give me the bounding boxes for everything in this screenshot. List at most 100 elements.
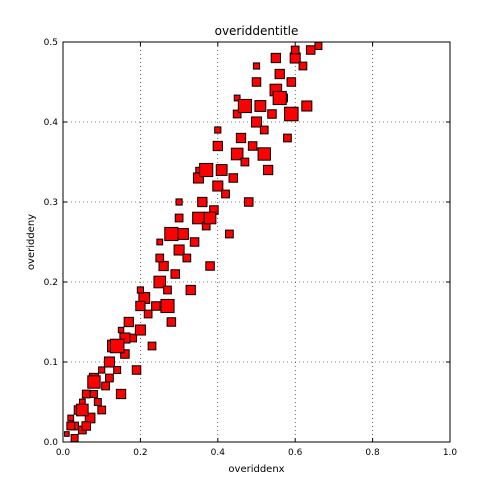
scatter-marker <box>252 62 261 70</box>
scatter-marker <box>215 164 228 176</box>
scatter-marker <box>151 301 161 311</box>
scatter-marker <box>97 405 107 415</box>
scatter-marker <box>289 52 301 64</box>
scatter-marker <box>240 157 250 167</box>
scatter-marker <box>286 77 297 87</box>
scatter-marker <box>98 366 106 374</box>
scatter-marker <box>131 365 142 375</box>
scatter-marker <box>305 45 316 55</box>
scatter-marker <box>254 100 267 112</box>
scatter-marker <box>70 434 79 442</box>
scatter-marker <box>101 381 110 391</box>
scatter-marker <box>267 109 277 119</box>
x-tick-label: 0.0 <box>56 448 71 458</box>
scatter-marker <box>143 309 153 319</box>
scatter-marker <box>244 197 254 207</box>
scatter-marker <box>270 52 281 64</box>
scatter-marker <box>136 286 144 294</box>
marker-layer <box>64 42 323 442</box>
x-tick-label: 0.2 <box>133 448 147 458</box>
scatter-marker <box>158 260 169 272</box>
scatter-marker <box>257 147 271 161</box>
scatter-marker <box>119 332 131 344</box>
x-axis-label: overiddenx <box>228 464 284 475</box>
scatter-marker <box>174 213 184 223</box>
scatter-marker <box>156 238 164 246</box>
y-tick-label: 0.3 <box>44 198 58 208</box>
x-tick-label: 1.0 <box>443 448 458 458</box>
scatter-marker <box>173 244 185 256</box>
x-tick-label: 0.4 <box>211 448 226 458</box>
scatter-marker <box>120 349 130 359</box>
scatter-marker <box>212 180 224 192</box>
scatter-marker <box>205 261 215 271</box>
scatter-marker <box>160 298 175 314</box>
scatter-marker <box>233 94 241 102</box>
scatter-marker <box>177 228 189 240</box>
scatter-marker <box>290 45 300 55</box>
scatter-marker <box>147 341 157 351</box>
scatter-marker <box>221 189 230 199</box>
scatter-marker <box>251 77 262 87</box>
scatter-marker <box>81 389 91 399</box>
y-tick-label: 0.4 <box>44 118 59 128</box>
scatter-marker <box>93 398 102 406</box>
scatter-marker <box>103 356 115 368</box>
scatter-marker <box>232 109 242 119</box>
scatter-marker <box>272 90 287 106</box>
scatter-marker <box>214 126 222 134</box>
scatter-marker <box>166 317 177 327</box>
scatter-marker <box>64 431 70 437</box>
scatter-marker <box>203 211 217 225</box>
scatter-marker <box>262 164 274 176</box>
scatter-marker <box>123 316 134 328</box>
scatter-marker <box>230 147 244 161</box>
scatter-marker <box>134 324 146 336</box>
x-tick-label: 0.6 <box>288 448 303 458</box>
scatter-marker <box>228 173 239 183</box>
scatter-marker <box>189 237 200 247</box>
scatter-marker <box>225 229 234 239</box>
scatter-marker <box>235 132 247 144</box>
scatter-marker <box>113 366 122 374</box>
y-tick-label: 0.1 <box>44 358 58 368</box>
scatter-marker <box>212 140 223 152</box>
scatter-marker <box>117 326 125 334</box>
scatter-marker <box>185 284 196 296</box>
scatter-marker <box>247 141 258 151</box>
scatter-marker <box>153 275 167 289</box>
grid <box>63 42 450 442</box>
scatter-marker <box>155 253 165 263</box>
scatter-marker <box>259 125 269 135</box>
scatter-marker <box>197 196 208 208</box>
scatter-marker <box>67 414 75 422</box>
scatter-marker <box>163 285 172 295</box>
scatter-marker <box>175 198 183 206</box>
scatter-marker <box>87 375 101 389</box>
scatter-marker <box>170 269 180 279</box>
scatter-marker <box>105 373 114 383</box>
scatter-marker <box>135 300 146 312</box>
scatter-marker <box>314 42 323 50</box>
scatter-marker <box>89 390 98 398</box>
scatter-marker <box>301 100 313 112</box>
y-tick-label: 0.0 <box>44 438 59 448</box>
plot-frame <box>62 41 451 443</box>
scatter-marker <box>283 133 292 143</box>
scatter-marker <box>274 68 285 80</box>
scatter-marker <box>66 421 76 431</box>
y-axis-label: overiddeny <box>26 214 37 270</box>
scatter-marker <box>164 226 179 242</box>
y-tick-label: 0.5 <box>44 38 58 48</box>
scatter-marker <box>76 403 89 417</box>
scatter-marker <box>237 98 252 114</box>
ticks: 0.0 0.2 0.4 0.6 0.8 1.0 0.0 0.1 0.2 0.3 0.4 0.5 <box>44 38 458 458</box>
scatter-marker <box>109 338 125 354</box>
scatter-marker <box>115 388 127 400</box>
scatter-marker <box>182 253 192 263</box>
scatter-marker <box>284 106 299 122</box>
chart-title: overiddentitle <box>215 24 299 38</box>
scatter-marker <box>199 162 214 178</box>
y-tick-label: 0.2 <box>44 278 58 288</box>
